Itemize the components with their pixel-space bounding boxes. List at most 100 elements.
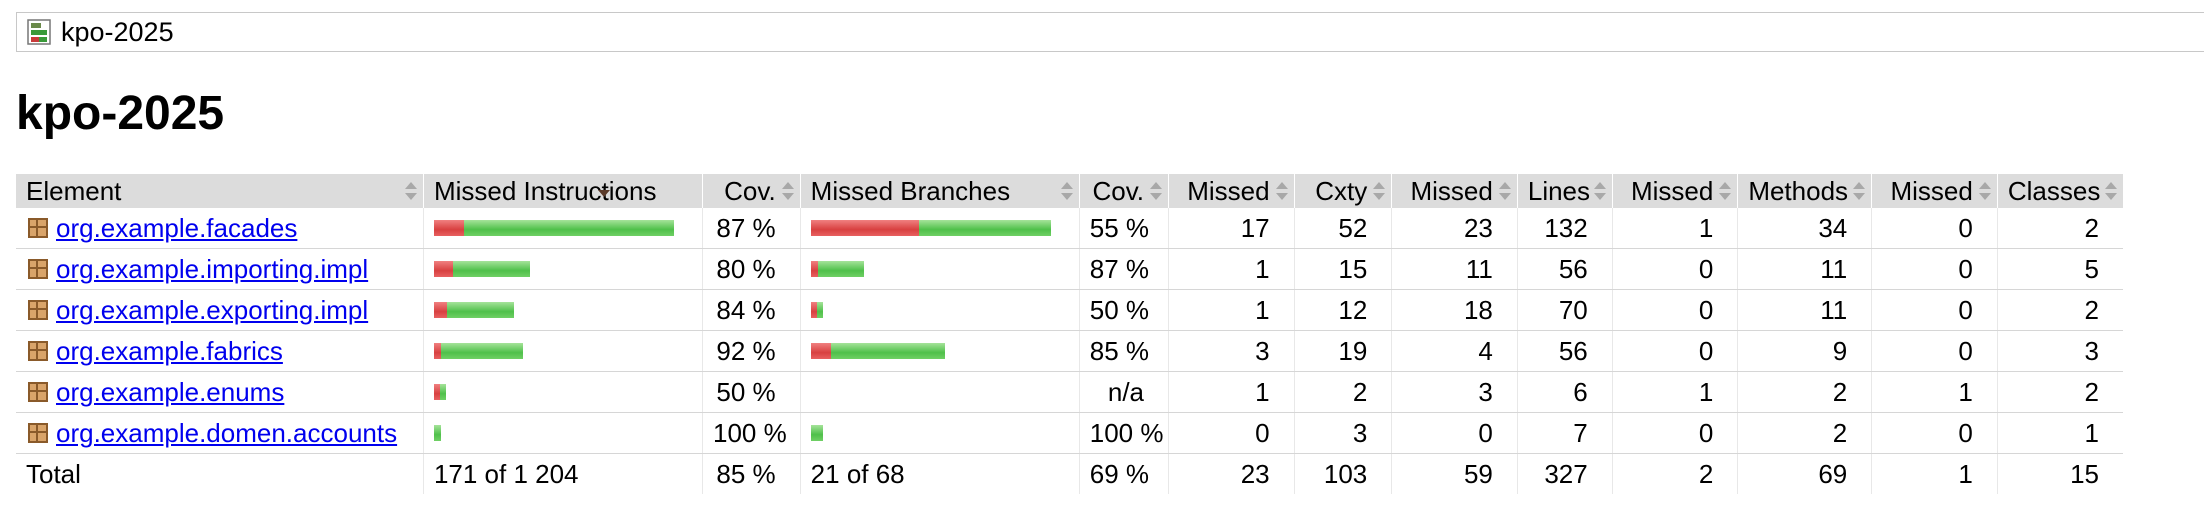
table-row: org.example.importing.impl 80 % 87 % 1 15 11 5… <box>16 248 2123 290</box>
classes: 1 <box>1996 412 2123 454</box>
header-classes[interactable]: Classes <box>1996 174 2123 208</box>
element-cell: org.example.exporting.impl <box>16 289 424 331</box>
missed-bar-segment <box>810 302 817 318</box>
lines: 56 <box>1516 248 1613 290</box>
total-lines: 327 <box>1516 453 1613 494</box>
package-link[interactable]: org.example.exporting.impl <box>56 294 369 325</box>
covered-bar-segment <box>918 220 1051 236</box>
package-link[interactable]: org.example.importing.impl <box>56 253 369 284</box>
instructions-coverage: 92 % <box>702 330 801 372</box>
table-header-row: Element Missed Instructions Cov. Missed … <box>16 174 2123 208</box>
header-lines[interactable]: Lines <box>1516 174 1613 208</box>
missed-cxty: 0 <box>1168 412 1295 454</box>
missed-cxty: 1 <box>1168 289 1295 331</box>
missed-lines: 18 <box>1391 289 1518 331</box>
missed-methods: 0 <box>1611 248 1738 290</box>
element-cell: org.example.domen.accounts <box>16 412 424 454</box>
total-instructions: 171 of 1 204 <box>422 453 703 494</box>
missed-methods: 0 <box>1611 289 1738 331</box>
missed-classes: 1 <box>1871 371 1998 413</box>
branches-coverage: 50 % <box>1078 289 1169 331</box>
package-link[interactable]: org.example.domen.accounts <box>56 417 398 448</box>
cxty: 2 <box>1293 371 1392 413</box>
sort-icon <box>404 182 417 200</box>
missed-methods: 1 <box>1611 208 1738 249</box>
report-icon <box>27 19 53 45</box>
instructions-bar-cell <box>422 208 703 249</box>
cxty: 19 <box>1293 330 1392 372</box>
covered-bar-segment <box>452 261 530 277</box>
total-missed-classes: 1 <box>1871 453 1998 494</box>
total-label: Total <box>26 458 81 489</box>
branches-bar-cell <box>799 248 1080 290</box>
sort-icon <box>1498 182 1511 200</box>
sort-icon <box>1593 182 1606 200</box>
package-link[interactable]: org.example.facades <box>56 212 298 243</box>
table-row: org.example.facades 87 % 55 % 17 52 23 132 1 34 0… <box>16 208 2123 249</box>
package-icon <box>28 259 48 279</box>
header-element[interactable]: Element <box>16 174 424 208</box>
missed-lines: 0 <box>1391 412 1518 454</box>
header-missed-branches[interactable]: Missed Branches <box>799 174 1080 208</box>
missed-cxty: 1 <box>1168 371 1295 413</box>
total-cxty: 103 <box>1293 453 1392 494</box>
classes: 2 <box>1996 208 2123 249</box>
branches-coverage-bar <box>810 302 1069 318</box>
element-cell: org.example.facades <box>16 208 424 249</box>
instructions-coverage: 100 % <box>702 412 801 454</box>
total-missed-methods: 2 <box>1611 453 1738 494</box>
instructions-coverage-bar <box>433 384 692 400</box>
package-link[interactable]: org.example.enums <box>56 376 285 407</box>
missed-cxty: 1 <box>1168 248 1295 290</box>
branches-coverage: 85 % <box>1078 330 1169 372</box>
covered-bar-segment <box>433 425 441 441</box>
missed-bar-segment <box>810 343 831 359</box>
missed-lines: 4 <box>1391 330 1518 372</box>
instructions-coverage: 50 % <box>702 371 801 413</box>
covered-bar-segment <box>816 302 823 318</box>
missed-cxty: 17 <box>1168 208 1295 249</box>
header-cxty[interactable]: Cxty <box>1293 174 1392 208</box>
sort-icon <box>2105 182 2117 200</box>
total-row: Total 171 of 1 204 85 % 21 of 68 69 % 23… <box>16 453 2123 494</box>
branches-coverage: 55 % <box>1078 208 1169 249</box>
package-link[interactable]: org.example.fabrics <box>56 335 283 366</box>
header-missed-methods[interactable]: Missed <box>1611 174 1738 208</box>
lines: 7 <box>1516 412 1613 454</box>
header-missed-cxty[interactable]: Missed <box>1168 174 1295 208</box>
methods: 11 <box>1737 248 1872 290</box>
instructions-bar-cell <box>422 330 703 372</box>
total-missed-lines: 59 <box>1391 453 1518 494</box>
header-methods[interactable]: Methods <box>1737 174 1872 208</box>
header-branches-coverage[interactable]: Cov. <box>1078 174 1169 208</box>
element-cell: org.example.enums <box>16 371 424 413</box>
element-cell: org.example.importing.impl <box>16 248 424 290</box>
covered-bar-segment <box>463 220 674 236</box>
header-missed-lines[interactable]: Missed <box>1391 174 1518 208</box>
cxty: 3 <box>1293 412 1392 454</box>
header-missed-classes[interactable]: Missed <box>1871 174 1998 208</box>
total-branches-coverage: 69 % <box>1078 453 1169 494</box>
missed-methods: 0 <box>1611 412 1738 454</box>
missed-bar-segment <box>433 302 447 318</box>
instructions-coverage-bar <box>433 425 692 441</box>
branches-coverage-bar <box>810 343 1069 359</box>
instructions-coverage-bar <box>433 220 692 236</box>
header-missed-instructions[interactable]: Missed Instructions <box>422 174 703 208</box>
sort-icon <box>1275 182 1288 200</box>
missed-classes: 0 <box>1871 412 1998 454</box>
branches-coverage-bar <box>810 425 1069 441</box>
branches-coverage-bar <box>810 261 1069 277</box>
header-instructions-coverage[interactable]: Cov. <box>702 174 801 208</box>
total-classes: 15 <box>1996 453 2123 494</box>
sort-icon <box>1373 182 1386 200</box>
cxty: 12 <box>1293 289 1392 331</box>
classes: 2 <box>1996 289 2123 331</box>
instructions-coverage: 87 % <box>702 208 801 249</box>
branches-bar-cell <box>799 412 1080 454</box>
package-icon <box>28 382 48 402</box>
classes: 3 <box>1996 330 2123 372</box>
sort-icon <box>781 182 794 200</box>
covered-bar-segment <box>440 343 523 359</box>
branches-coverage: 100 % <box>1078 412 1169 454</box>
